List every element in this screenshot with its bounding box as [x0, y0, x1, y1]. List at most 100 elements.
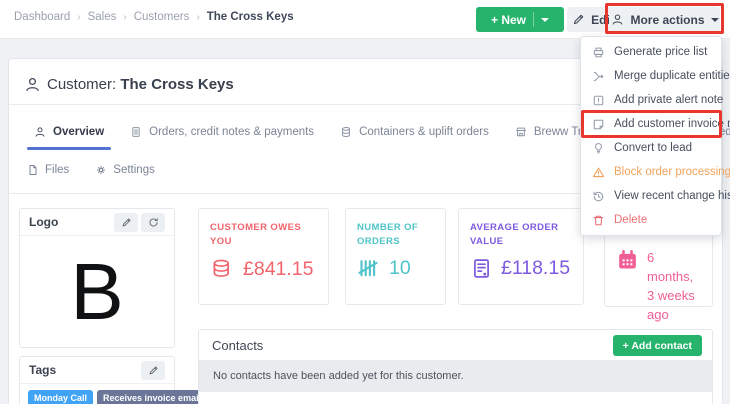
tab-settings[interactable]: Settings	[95, 158, 155, 182]
stat-title: CUSTOMER OWES YOU	[210, 222, 302, 248]
tab-containers-uplift-orders[interactable]: Containers & uplift orders	[327, 114, 502, 150]
menu-item-add-private-alert-note[interactable]: Add private alert note	[581, 88, 724, 112]
refresh-logo-button[interactable]	[141, 212, 165, 232]
logo-panel-title: Logo	[29, 215, 59, 229]
person-icon	[34, 126, 46, 138]
contacts-empty-message: No contacts have been added yet for this…	[199, 360, 712, 392]
pencil-icon	[148, 365, 159, 376]
contacts-header: Contacts + Add contact	[199, 330, 712, 360]
stat-value-row: £118.15	[470, 257, 572, 280]
edit-tags-button[interactable]	[141, 360, 165, 380]
lightbulb-icon	[592, 142, 605, 155]
menu-item-view-recent-change-history[interactable]: View recent change history	[581, 184, 730, 208]
tags-panel: Tags Monday Call Receives invoice emails	[19, 356, 213, 404]
stat-value-row: 6 months, 3 weeks ago	[616, 249, 701, 324]
person-icon	[611, 13, 624, 26]
page-title-name: The Cross Keys	[120, 76, 234, 93]
menu-item-block-order-processing[interactable]: Block order processing	[581, 160, 730, 184]
edit-logo-button[interactable]	[114, 212, 138, 232]
new-button[interactable]: + New	[476, 7, 564, 32]
tab-label: Overview	[53, 126, 105, 138]
customer-logo-letter: B	[70, 247, 124, 336]
chevron-down-icon	[710, 18, 719, 22]
stat-value: £841.15	[243, 257, 314, 280]
add-contact-button[interactable]: + Add contact	[612, 335, 702, 356]
coins-icon	[210, 257, 235, 282]
breadcrumb-current: The Cross Keys	[206, 11, 294, 23]
breadcrumb-separator: ›	[123, 11, 127, 23]
stat-value-row: 10	[357, 257, 434, 281]
page-title: Customer: The Cross Keys	[47, 76, 234, 93]
menu-item-label: Merge duplicate entities	[614, 70, 730, 82]
more-actions-menu: Generate price list Merge duplicate enti…	[580, 36, 730, 236]
tags-panel-header: Tags	[20, 357, 174, 384]
customer-icon	[24, 76, 41, 93]
edit-button-label: Edit	[591, 12, 614, 27]
contacts-title: Contacts	[212, 337, 264, 353]
menu-item-label: Delete	[614, 214, 648, 226]
page-title-prefix: Customer:	[47, 76, 117, 93]
file-icon	[27, 164, 39, 176]
stat-title: NUMBER OF ORDERS	[357, 222, 419, 248]
tab-files[interactable]: Files	[27, 158, 69, 182]
tags-panel-title: Tags	[29, 363, 57, 377]
divider	[9, 193, 722, 194]
stat-average-order-value: AVERAGE ORDER VALUE £118.15	[458, 208, 584, 305]
stat-value: 10	[389, 257, 411, 279]
stat-customer-owes-you: CUSTOMER OWES YOU £841.15	[198, 208, 329, 305]
menu-item-convert-to-lead[interactable]: Convert to lead	[581, 136, 721, 160]
alert-note-icon	[592, 94, 605, 107]
menu-item-label: Generate price list	[614, 46, 708, 58]
top-bar: Dashboard › Sales › Customers › The Cros…	[0, 0, 730, 39]
refresh-icon	[148, 217, 159, 228]
breadcrumb-sales[interactable]: Sales	[87, 11, 117, 23]
tally-icon	[357, 257, 381, 281]
stat-title: AVERAGE ORDER VALUE	[470, 222, 559, 248]
containers-icon	[340, 126, 352, 138]
document-icon	[130, 126, 142, 138]
menu-item-generate-price-list[interactable]: Generate price list	[581, 40, 721, 64]
new-button-label: + New	[490, 12, 526, 27]
more-actions-label: More actions	[630, 12, 705, 27]
breadcrumb: Dashboard › Sales › Customers › The Cros…	[14, 11, 294, 23]
tags-list: Monday Call Receives invoice emails	[20, 384, 213, 404]
menu-item-label: Add customer invoice note	[614, 118, 730, 130]
stat-number-of-orders: NUMBER OF ORDERS 10	[345, 208, 446, 305]
chevron-down-icon	[541, 18, 549, 22]
secondary-tabs: Files Settings	[27, 158, 155, 182]
invoice-icon	[470, 257, 493, 280]
stat-value: £118.15	[501, 256, 571, 279]
history-icon	[592, 190, 605, 203]
menu-item-delete[interactable]: Delete	[581, 208, 721, 232]
trash-icon	[592, 214, 605, 227]
breadcrumb-separator: ›	[196, 11, 200, 23]
menu-item-add-customer-invoice-note[interactable]: Add customer invoice note	[581, 112, 730, 136]
tab-orders-credit-notes-payments[interactable]: Orders, credit notes & payments	[117, 114, 327, 150]
stat-value-row: £841.15	[210, 257, 317, 282]
merge-icon	[592, 70, 605, 83]
customer-card: Customer: The Cross Keys Overview Orders…	[8, 58, 730, 404]
divider	[9, 104, 722, 105]
menu-item-label: View recent change history	[614, 190, 730, 202]
store-icon	[515, 126, 527, 138]
menu-item-label: Add private alert note	[614, 94, 724, 106]
breadcrumb-separator: ›	[77, 11, 81, 23]
menu-item-label: Block order processing	[614, 166, 730, 178]
contacts-panel: Contacts + Add contact No contacts have …	[198, 329, 713, 404]
tag-receives-invoice-emails: Receives invoice emails	[97, 390, 213, 404]
breadcrumb-dashboard[interactable]: Dashboard	[14, 11, 71, 23]
breadcrumb-customers[interactable]: Customers	[133, 11, 190, 23]
tag-monday-call: Monday Call	[28, 390, 94, 404]
pencil-icon	[121, 217, 132, 228]
logo-panel-header: Logo	[20, 209, 174, 236]
menu-item-merge-duplicate-entities[interactable]: Merge duplicate entities	[581, 64, 730, 88]
warning-icon	[592, 166, 605, 179]
tab-overview[interactable]: Overview	[21, 114, 117, 150]
button-divider	[533, 12, 534, 27]
customer-logo: B	[20, 236, 174, 348]
pencil-icon	[572, 13, 585, 26]
tab-label: Containers & uplift orders	[359, 126, 489, 138]
more-actions-button[interactable]: More actions	[610, 7, 720, 32]
calendar-icon	[616, 249, 639, 272]
